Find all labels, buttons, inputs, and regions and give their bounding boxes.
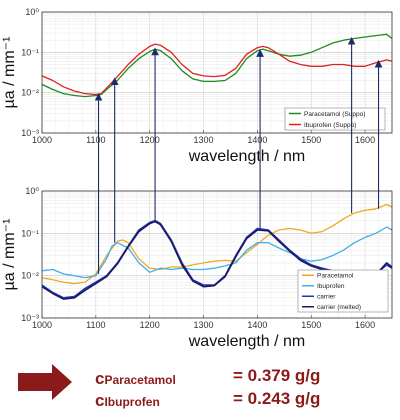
legend: Paracetamol (Suppo) Ibuprofen (Suppo) <box>284 107 386 131</box>
legend-entry: Ibuprofen <box>317 283 345 290</box>
x-tick-label: 1000 <box>32 320 52 330</box>
result-subscript: Ibuprofen <box>104 395 160 409</box>
x-tick-label: 1600 <box>355 320 375 330</box>
x-tick-label: 1000 <box>32 135 52 145</box>
result-paracetamol-value: = 0.379 g/g <box>233 366 321 385</box>
legend-entry: carrier (melted) <box>317 304 361 311</box>
legend-entry: Paracetamol <box>317 273 354 280</box>
x-tick-label: 1400 <box>247 135 267 145</box>
result-arrow-shape <box>18 364 72 400</box>
legend-entry: carrier <box>317 294 336 301</box>
legend-box <box>284 107 386 131</box>
y-tick-label: 10⁻³ <box>21 128 39 138</box>
x-tick-label: 1400 <box>247 320 267 330</box>
x-tick-label: 1200 <box>140 320 160 330</box>
x-axis-label: wavelength / nm <box>188 148 306 165</box>
result-symbol: c <box>95 391 105 410</box>
series-line-ibuprofen <box>41 226 393 279</box>
legend-box <box>297 269 389 313</box>
legend: Paracetamol Ibuprofen carrier carrier (melt… <box>297 269 389 313</box>
result-symbol: c <box>95 369 105 388</box>
result-arrow-icon <box>18 364 72 400</box>
x-tick-label: 1200 <box>140 135 160 145</box>
series-line-paracetamol <box>41 203 393 285</box>
y-axis-label: µa / mm⁻¹ <box>1 219 18 291</box>
x-tick-label: 1100 <box>86 320 105 330</box>
x-tick-label: 1500 <box>301 135 321 145</box>
x-axis-label: wavelength / nm <box>188 333 306 350</box>
result-ibuprofen: cIbuprofen <box>95 391 160 411</box>
y-tick-label: 10⁰ <box>25 186 39 196</box>
y-axis-label: µa / mm⁻¹ <box>1 37 18 109</box>
x-tick-label: 1300 <box>194 320 214 330</box>
x-tick-label: 1600 <box>355 135 375 145</box>
y-tick-label: 10⁻² <box>21 271 39 281</box>
x-tick-label: 1500 <box>301 320 321 330</box>
result-subscript: Paracetamol <box>104 373 176 387</box>
result-paracetamol: cParacetamol <box>95 369 176 389</box>
legend-entry: Paracetamol (Suppo) <box>304 111 365 118</box>
plot-frame <box>41 190 393 319</box>
legend-entry: Ibuprofen (Suppo) <box>304 122 356 129</box>
y-tick-label: 10⁻¹ <box>21 47 39 57</box>
result-ibuprofen-value: = 0.243 g/g <box>233 389 321 408</box>
y-tick-label: 10⁻² <box>21 88 39 98</box>
x-tick-label: 1100 <box>86 135 105 145</box>
y-tick-label: 10⁻³ <box>21 313 39 323</box>
plot-frame <box>41 11 393 134</box>
y-tick-label: 10⁰ <box>25 7 39 17</box>
connector-arrows <box>94 36 383 274</box>
y-tick-label: 10⁻¹ <box>21 228 39 238</box>
x-tick-label: 1300 <box>194 135 214 145</box>
